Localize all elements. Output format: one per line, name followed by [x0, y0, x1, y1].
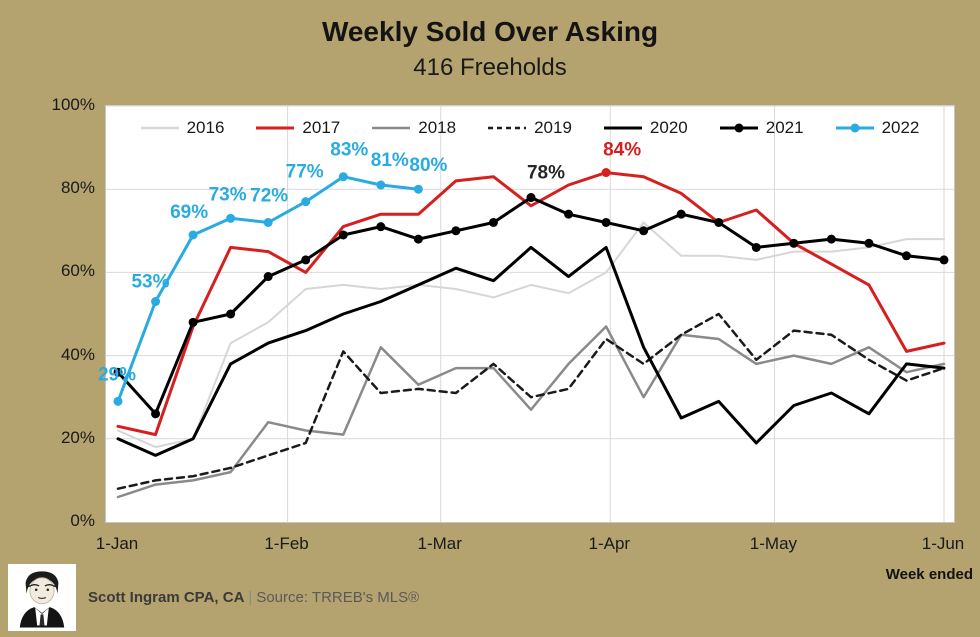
y-axis-label-100: 100% [51, 95, 95, 114]
series-marker-2021 [301, 255, 311, 265]
series-marker-2021 [263, 272, 273, 282]
footer: Scott Ingram CPA, CA | Source: TRREB's MLS… [8, 564, 419, 631]
source-text: Source: TRREB's MLS® [256, 589, 420, 606]
legend-item-2021: 2021 [719, 118, 804, 138]
data-label-29: 29% [98, 364, 136, 385]
legend-swatch-2018 [372, 126, 411, 130]
x-axis-label-1-Mar: 1-Mar [417, 534, 462, 553]
series-marker-2021 [151, 409, 161, 419]
series-marker-2021 [901, 251, 911, 261]
data-label-78: 78% [527, 163, 565, 184]
data-label-73: 73% [209, 184, 247, 205]
chart-title: Weekly Sold Over Asking [321, 16, 659, 47]
line-chart: 29% 53% 69%73% 72% 77% 83% 81% 80% 78% 84% [98, 105, 954, 522]
x-axis-label-1-Apr: 1-Apr [588, 534, 631, 553]
author-name: Scott Ingram CPA, CA [88, 589, 245, 606]
legend-swatch-2016 [140, 126, 179, 130]
series-marker-2021 [376, 222, 386, 232]
x-axis-title: Week ended [885, 566, 973, 583]
legend-swatch-2021 [719, 123, 758, 133]
credit-line: Scott Ingram CPA, CA | Source: TRREB's MLS… [88, 589, 419, 606]
legend-label-2019: 2019 [534, 118, 572, 137]
series-marker-2022 [226, 213, 236, 223]
legend-swatch-2022 [835, 123, 874, 133]
series-marker-2022 [338, 172, 348, 182]
x-axis-label-1-Feb: 1-Feb [264, 534, 309, 553]
series-marker-2021 [676, 209, 686, 219]
legend-label-2022: 2022 [881, 118, 920, 137]
chart-legend: 2016 2017 2018 2019 2020 2021 2022 [106, 118, 954, 138]
series-marker-2022 [301, 197, 311, 207]
legend-swatch-2020 [603, 126, 642, 130]
series-marker-2021 [939, 255, 949, 265]
legend-item-2022: 2022 [835, 118, 920, 138]
series-marker-2021 [826, 234, 836, 244]
series-marker-2021 [789, 238, 799, 248]
y-axis-label-20: 20% [60, 427, 95, 447]
series-marker-2021 [714, 217, 724, 227]
legend-swatch-2017 [256, 126, 295, 130]
y-axis-label-60: 60% [60, 261, 95, 281]
data-label-53: 53% [131, 272, 169, 293]
legend-item-2016: 2016 [140, 118, 225, 138]
data-label-80: 80% [409, 155, 447, 176]
series-marker-2021 [864, 238, 874, 248]
series-line-2017 [116, 171, 946, 437]
legend-item-2019: 2019 [488, 118, 572, 138]
data-label-81: 81% [371, 150, 409, 171]
legend-label-2018: 2018 [418, 118, 457, 137]
series-line-2020 [116, 245, 946, 457]
data-label-69: 69% [170, 202, 208, 223]
legend-label-2020: 2020 [649, 118, 688, 137]
author-portrait [8, 564, 76, 631]
y-axis-label-0: 0% [70, 511, 95, 530]
x-axis-label-1-May: 1-May [749, 534, 798, 553]
series-marker-2022 [113, 396, 123, 406]
series-marker-2021 [639, 226, 649, 236]
legend-label-2021: 2021 [765, 118, 804, 137]
series-marker-2022 [263, 217, 273, 227]
legend-item-2017: 2017 [256, 118, 340, 138]
series-line-2019 [116, 312, 946, 490]
legend-label-2016: 2016 [186, 118, 225, 137]
x-axis-label-1-Jan: 1-Jan [95, 534, 139, 553]
credit-separator: | [248, 589, 253, 606]
series-marker-2021 [526, 193, 536, 203]
data-label-84: 84% [603, 140, 641, 161]
portrait-icon [13, 567, 71, 628]
series-line-2018 [116, 325, 946, 499]
series-marker-2021 [488, 217, 498, 227]
legend-item-2020: 2020 [603, 118, 688, 138]
plot-area: 29% 53% 69% 73% 72% 77% 83% 81% 80% 78% 84% 2016 20… [98, 105, 955, 523]
data-label-83: 83% [330, 140, 368, 161]
y-axis-label-40: 40% [60, 344, 95, 364]
series-marker-2021 [338, 230, 348, 240]
series-marker-2021 [451, 226, 461, 236]
series-marker-2021 [188, 317, 198, 327]
legend-label-2017: 2017 [302, 118, 341, 137]
series-marker-2021 [413, 234, 423, 244]
chart-subtitle: 416 Freeholds [413, 54, 567, 81]
series-marker-2022 [151, 297, 161, 307]
series-marker-2021 [601, 217, 611, 227]
series-marker-2021 [564, 209, 574, 219]
series-marker-2021 [751, 242, 761, 252]
x-axis-label-1-Jun: 1-Jun [921, 534, 965, 553]
legend-item-2018: 2018 [372, 118, 456, 138]
legend-swatch-2019 [488, 126, 527, 130]
series-marker-2021 [113, 367, 123, 377]
series-marker-2022 [413, 184, 423, 194]
y-axis-label-80: 80% [60, 178, 95, 198]
series-marker-2017 [601, 168, 611, 178]
series-marker-2022 [376, 180, 386, 190]
series-marker-2022 [188, 230, 198, 240]
data-label-77: 77% [286, 162, 324, 183]
series-marker-2021 [226, 309, 236, 319]
series-line-2021 [116, 196, 946, 416]
data-label-72: 72% [250, 186, 288, 207]
